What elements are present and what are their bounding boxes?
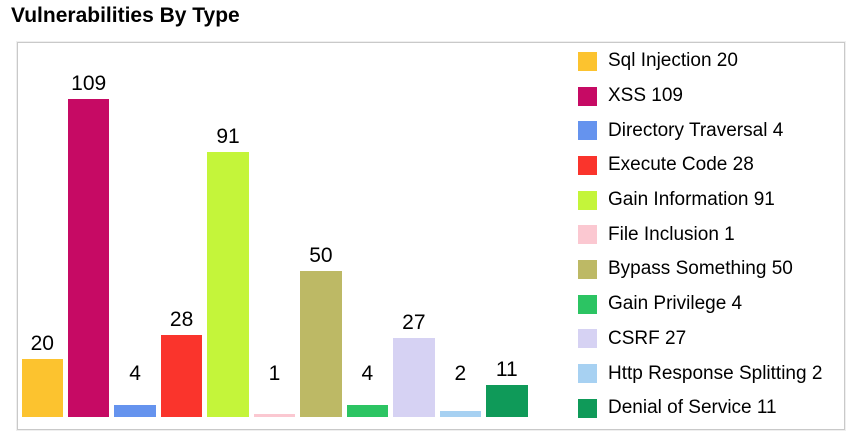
bar-value-http-response-splitting: 2: [454, 362, 467, 385]
bar-file-inclusion: [253, 414, 296, 417]
legend-label-bypass-something: Bypass Something 50: [608, 258, 793, 280]
legend: Sql Injection 20 XSS 109 Directory Travers…: [578, 44, 822, 426]
bar-value-bypass-something: 50: [309, 244, 333, 268]
legend-swatch-directory-traversal: [578, 121, 597, 141]
page-title: Vulnerabilities By Type: [11, 4, 240, 27]
legend-item-sql-injection: Sql Injection 20: [578, 44, 822, 79]
bar-gain-information: [207, 151, 249, 417]
legend-swatch-denial-of-service: [578, 398, 597, 418]
legend-swatch-gain-privilege: [578, 294, 597, 314]
bar-value-xss: 109: [71, 72, 107, 96]
bar-execute-code: [160, 335, 203, 417]
bar-xss: [67, 99, 110, 417]
legend-label-xss: XSS 109: [608, 85, 683, 107]
bar-directory-traversal: [114, 405, 156, 417]
bar-http-response-splitting: [439, 411, 482, 417]
legend-label-directory-traversal: Directory Traversal 4: [608, 119, 784, 141]
bar-value-file-inclusion: 1: [268, 362, 281, 385]
legend-label-gain-privilege: Gain Privilege 4: [608, 293, 743, 315]
legend-swatch-csrf: [578, 329, 597, 349]
bar-value-execute-code: 28: [169, 308, 194, 332]
legend-label-gain-information: Gain Information 91: [608, 189, 775, 211]
legend-item-file-inclusion: File Inclusion 1: [578, 217, 822, 252]
chart-frame: 20 109 4 28 91 1 50 4 27 2 11 Sql Injection 20 XSS …: [16, 41, 846, 431]
bar-denial-of-service: [486, 384, 528, 417]
legend-swatch-xss: [578, 86, 597, 106]
legend-label-execute-code: Execute Code 28: [608, 154, 754, 176]
legend-item-csrf: CSRF 27: [578, 322, 822, 357]
legend-item-xss: XSS 109: [578, 79, 822, 114]
legend-item-denial-of-service: Denial of Service 11: [578, 391, 822, 426]
legend-item-execute-code: Execute Code 28: [578, 148, 822, 183]
legend-item-gain-privilege: Gain Privilege 4: [578, 287, 822, 322]
legend-label-csrf: CSRF 27: [608, 327, 687, 349]
bar-value-directory-traversal: 4: [129, 362, 141, 385]
legend-swatch-sql-injection: [578, 51, 597, 71]
bar-value-gain-privilege: 4: [361, 362, 374, 385]
bar-bypass-something: [300, 271, 342, 417]
legend-swatch-http-response-splitting: [578, 364, 597, 384]
legend-item-http-response-splitting: Http Response Splitting 2: [578, 356, 822, 391]
legend-label-file-inclusion: File Inclusion 1: [608, 223, 735, 245]
legend-item-directory-traversal: Directory Traversal 4: [578, 113, 822, 148]
legend-swatch-gain-information: [578, 190, 597, 210]
legend-swatch-execute-code: [578, 155, 597, 175]
legend-label-sql-injection: Sql Injection 20: [608, 50, 738, 72]
legend-item-gain-information: Gain Information 91: [578, 183, 822, 218]
bar-value-sql-injection: 20: [30, 331, 54, 355]
bar-sql-injection: [21, 358, 63, 417]
legend-swatch-bypass-something: [578, 259, 597, 279]
bar-csrf: [393, 338, 435, 417]
bar-gain-privilege: [346, 405, 389, 417]
bar-value-denial-of-service: 11: [495, 357, 518, 381]
plot-area: 20 109 4 28 91 1 50 4 27 2 11: [18, 43, 844, 429]
legend-swatch-file-inclusion: [578, 225, 597, 245]
bar-value-csrf: 27: [402, 311, 426, 335]
legend-label-http-response-splitting: Http Response Splitting 2: [608, 362, 823, 384]
legend-label-denial-of-service: Denial of Service 11: [608, 397, 777, 419]
bar-value-gain-information: 91: [216, 124, 240, 148]
legend-item-bypass-something: Bypass Something 50: [578, 252, 822, 287]
